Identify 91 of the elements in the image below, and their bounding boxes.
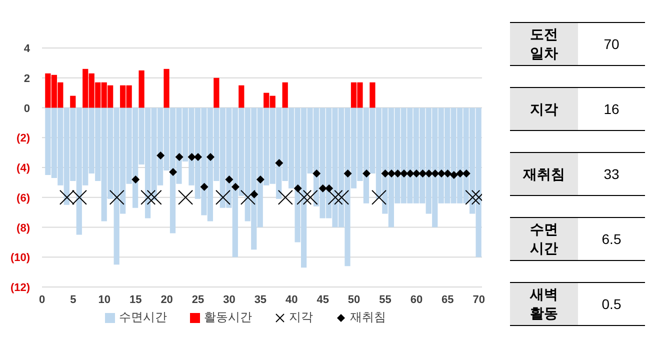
x-tick-label: 20 [160,294,173,306]
point [225,175,234,184]
legend-label: 재취침 [350,309,386,326]
point [318,184,327,192]
point [431,169,440,178]
point [312,169,321,178]
bar [282,82,288,108]
point [156,152,165,160]
point [394,169,402,178]
point [418,169,427,178]
data-label: 0.5 [600,295,622,314]
point [465,190,480,205]
legend-label: 활동시간 [204,309,252,326]
y-tick-label: (4) [16,162,30,174]
point [328,190,343,205]
point [294,184,302,192]
point [140,190,156,205]
x-tick-label: 15 [129,294,142,306]
x-tick-label: 5 [70,294,76,306]
point [344,169,352,178]
bar [370,82,376,108]
point [240,190,256,205]
point [388,169,396,178]
point [362,169,371,178]
y-tick-label: (10) [10,252,30,264]
point [215,190,230,205]
point [278,190,293,205]
point [194,153,202,162]
point [302,190,318,205]
x-tick-label: 35 [254,294,267,306]
y-tick-label: (2) [16,132,30,145]
bar [238,85,244,108]
x-tick-label: 65 [442,294,454,306]
x-tick-label: 40 [286,294,298,306]
x-tick-label: 55 [379,294,392,306]
point [437,169,446,178]
bar [138,70,144,108]
y-tick-label: 0 [24,102,30,115]
point [372,190,387,205]
data-label: 70 [602,35,620,54]
point [412,169,420,178]
point [296,190,312,205]
y-tick-label: (8) [16,222,30,234]
y-tick-label: (12) [10,282,30,294]
legend-label: 지각 [289,309,313,326]
category-label: 수면 시간 [529,220,559,258]
point [334,190,350,205]
bar [70,96,76,108]
point [178,190,194,205]
point [132,175,140,184]
point [188,153,196,162]
legend-label: 수면시간 [119,309,167,326]
point [200,182,208,191]
x-tick-label: 45 [316,294,329,306]
point [250,190,258,198]
y-tick-label: 2 [24,72,30,85]
x-tick-label: 0 [38,294,46,306]
point [256,175,264,184]
point [231,182,240,191]
y-tick-label: 4 [24,43,31,55]
point [450,170,458,179]
data-label: 16 [602,100,620,119]
point [109,190,124,205]
category-label: 도전 일차 [529,25,559,63]
point [381,169,390,178]
point [400,169,408,178]
category-label: 지각 [530,100,558,118]
point [275,159,284,168]
y-tick-label: (6) [16,192,30,204]
point [146,190,162,205]
point [456,169,464,178]
point [424,169,433,178]
point [206,153,215,162]
x-tick-label: 10 [98,294,111,306]
data-label: 33 [602,165,620,184]
bar [164,68,170,108]
x-tick-label: 30 [223,294,236,306]
x-tick-label: 60 [410,294,423,306]
data-label: 6.5 [600,230,622,249]
point [462,169,470,178]
x-tick-label: 25 [192,294,204,306]
bar [214,78,220,108]
x-tick-label: 50 [348,294,360,306]
category-label: 재취침 [523,164,565,184]
x-tick-label: 70 [472,294,486,306]
point [325,184,334,192]
category-label: 새벽 활동 [528,285,559,323]
point [169,168,178,176]
point [406,169,414,178]
point [444,169,452,178]
point [175,153,184,162]
